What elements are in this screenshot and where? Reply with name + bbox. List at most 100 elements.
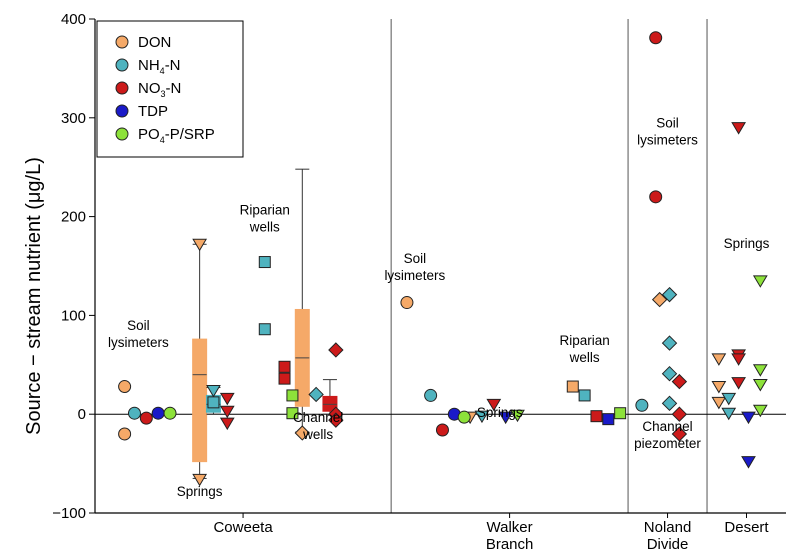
point-NH4-N-7 — [474, 410, 490, 424]
annotation-line: Riparian — [240, 203, 290, 218]
legend-marker-2 — [115, 81, 129, 95]
point-NH4-N-5 — [308, 386, 324, 403]
point-NH4-N-8 — [578, 389, 591, 402]
point-NO3-N-2 — [219, 405, 235, 419]
legend-marker-3 — [115, 104, 129, 118]
point-NO3-N-4 — [278, 360, 291, 373]
x-group-label-line: Desert — [724, 519, 769, 536]
point-DON-0 — [118, 380, 132, 394]
point-NH4-N-2 — [207, 396, 220, 409]
annotation-6: Riparian wells — [559, 333, 609, 365]
legend-label-2: NO3-N — [138, 80, 181, 99]
point-DON-11 — [711, 396, 727, 410]
boxplot-box — [192, 338, 208, 463]
x-group-label-line: Branch — [486, 536, 534, 552]
point-NO3-N-13 — [649, 190, 663, 204]
point-NO3-N-10 — [486, 398, 502, 412]
series-PO4-P-SRP — [163, 275, 768, 424]
annotation-4: Soil lysimeters — [384, 251, 445, 283]
series-NH4-N — [127, 256, 737, 424]
point-PO4-P-SRP-0 — [163, 406, 177, 420]
y-tick-label: 200 — [61, 209, 86, 226]
annotation-line: Soil — [656, 116, 679, 131]
point-TDP-3 — [602, 413, 615, 426]
annotation-1: Springs — [177, 484, 223, 499]
x-group-label-line: Noland — [644, 519, 692, 536]
annotation-7: Soil lysimeters — [637, 116, 698, 148]
x-group-label-line: Divide — [647, 536, 689, 552]
legend-label-main: NH — [138, 57, 160, 74]
point-DON-8 — [651, 291, 668, 308]
point-NO3-N-0 — [139, 411, 153, 425]
x-group-label-3: Desert — [724, 519, 769, 536]
point-TDP-5 — [741, 456, 756, 469]
point-TDP-0 — [151, 406, 165, 420]
legend-label-tail: -N — [165, 57, 181, 74]
annotation-line: Channel — [293, 410, 343, 425]
point-NO3-N-19 — [731, 353, 746, 366]
y-tick-label: 300 — [61, 110, 86, 127]
point-NH4-N-10 — [661, 286, 678, 303]
point-NH4-N-11 — [661, 335, 678, 351]
point-DON-9 — [711, 353, 727, 366]
point-NO3-N-12 — [649, 31, 663, 45]
point-NO3-N-15 — [671, 406, 688, 422]
point-PO4-P-SRP-9 — [752, 404, 768, 418]
point-DON-4 — [294, 425, 311, 441]
x-group-label-line: Walker — [487, 519, 533, 536]
legend-label-0: DON — [138, 34, 171, 51]
annotation-line: Springs — [177, 484, 223, 499]
annotation-3: Channel wells — [293, 410, 343, 442]
annotation-line: lysimeters — [384, 268, 445, 283]
y-tick-label: 100 — [61, 307, 86, 324]
annotation-line: Soil — [404, 251, 427, 266]
point-NO3-N-9 — [435, 423, 449, 437]
x-group-label-line: Coweeta — [213, 519, 273, 536]
series-NO3-N — [139, 31, 746, 442]
legend-label-3: TDP — [138, 103, 168, 120]
point-NH4-N-13 — [661, 395, 678, 412]
annotation-line: wells — [249, 220, 280, 235]
annotation-2: Riparian wells — [240, 203, 290, 235]
legend-label-main: TDP — [138, 103, 168, 120]
point-PO4-P-SRP-5 — [614, 407, 627, 420]
point-DON-7 — [566, 380, 579, 393]
point-NO3-N-14 — [671, 373, 688, 390]
x-group-label-1: Walker Branch — [486, 519, 534, 552]
point-NO3-N-20 — [731, 377, 746, 390]
annotation-line: piezometer — [634, 436, 701, 451]
point-NO3-N-8 — [328, 412, 344, 428]
annotation-line: Riparian — [559, 333, 609, 348]
point-PO4-P-SRP-2 — [286, 407, 299, 420]
point-DON-1 — [118, 427, 132, 441]
annotation-line: Soil — [127, 318, 150, 333]
y-axis-label: Source − stream nutrient (μg/L) — [23, 157, 45, 435]
legend-marker-1 — [115, 58, 129, 72]
boxplot-DON-2 — [294, 168, 310, 433]
point-PO4-P-SRP-8 — [752, 379, 768, 392]
legend-label-sub: 4 — [160, 135, 165, 145]
point-PO4-P-SRP-3 — [457, 410, 471, 424]
y-tick-label: 400 — [61, 11, 86, 28]
point-NO3-N-16 — [671, 426, 688, 442]
point-NH4-N-14 — [721, 392, 737, 406]
point-NH4-N-1 — [206, 384, 221, 398]
point-NH4-N-9 — [635, 398, 649, 412]
point-NO3-N-11 — [590, 410, 603, 423]
annotation-line: wells — [302, 427, 333, 442]
point-PO4-P-SRP-4 — [510, 409, 525, 423]
point-NO3-N-5 — [278, 372, 291, 385]
legend-label-tail: -N — [166, 80, 182, 97]
x-group-label-0: Coweeta — [213, 519, 273, 536]
series-DON — [118, 238, 727, 487]
point-NO3-N-6 — [328, 342, 344, 358]
annotation-line: Springs — [477, 405, 523, 420]
axes: −100 0 100 200 300 400 Coweeta Walker Branch Nola… — [52, 11, 786, 552]
legend-label-1: NH4-N — [138, 57, 181, 76]
annotation-8: Channel piezometer — [634, 419, 701, 451]
point-DON-2 — [192, 238, 208, 252]
legend-label-sub: 4 — [160, 66, 165, 76]
